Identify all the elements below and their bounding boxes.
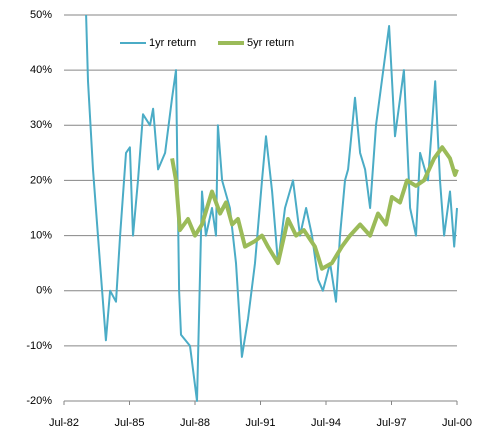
legend-label: 1yr return: [149, 37, 196, 49]
y-tick-label: 40%: [30, 64, 52, 76]
x-tick-label: Jul-00: [442, 417, 472, 429]
x-tick-label: Jul-82: [49, 417, 79, 429]
y-tick-label: 50%: [30, 9, 52, 21]
x-tick-label: Jul-88: [180, 417, 210, 429]
y-tick-label: 0%: [36, 285, 52, 297]
legend-label: 5yr return: [247, 37, 294, 49]
y-tick-label: 30%: [30, 119, 52, 131]
y-tick-label: -10%: [26, 340, 52, 352]
x-tick-label: Jul-85: [115, 417, 145, 429]
y-tick-label: 10%: [30, 229, 52, 241]
x-tick-label: Jul-94: [311, 417, 341, 429]
y-tick-label: -20%: [26, 395, 52, 407]
series-line: [170, 145, 459, 271]
series-line: [85, 14, 458, 402]
x-tick-label: Jul-91: [246, 417, 276, 429]
y-tick-label: 20%: [30, 174, 52, 186]
x-tick-label: Jul-97: [377, 417, 407, 429]
